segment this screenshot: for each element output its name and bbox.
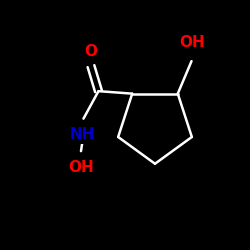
Text: O: O	[84, 44, 98, 59]
Text: NH: NH	[70, 128, 95, 142]
Text: OH: OH	[179, 35, 205, 50]
Text: OH: OH	[68, 160, 94, 175]
